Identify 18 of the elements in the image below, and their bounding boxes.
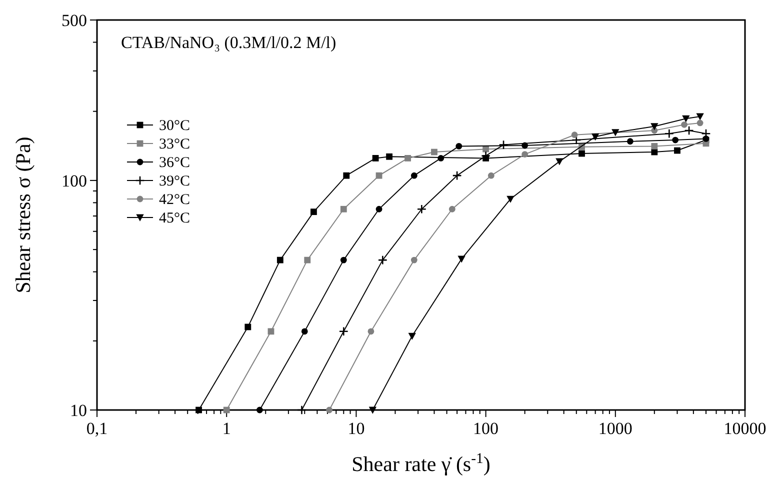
legend-label: 42°C xyxy=(159,192,190,208)
legend-label: 33°C xyxy=(159,136,190,152)
x-tick-label: 1 xyxy=(222,419,231,438)
legend-label: 30°C xyxy=(159,118,190,134)
x-tick-label: 1000 xyxy=(598,419,632,438)
legend-label: 39°C xyxy=(159,174,190,190)
text: CTAB/NaNO₃ (0.3M/l/0.2 M/l) xyxy=(121,33,336,52)
y-tick-label: 100 xyxy=(62,171,87,190)
x-tick-label: 10 xyxy=(348,419,365,438)
y-tick-label: 500 xyxy=(62,11,87,30)
x-tick-label: 10000 xyxy=(724,419,766,438)
x-tick-label: 0,1 xyxy=(86,419,108,438)
x-tick-label: 100 xyxy=(473,419,499,438)
y-axis-title: Shear stress σ (Pa) xyxy=(11,136,35,294)
x-axis-title: Shear rate γ̇ (s$^{-1}$) xyxy=(352,451,490,476)
y-tick-label: 10 xyxy=(70,401,87,420)
legend-label: 36°C xyxy=(159,155,190,171)
legend-label: 45°C xyxy=(159,210,190,226)
